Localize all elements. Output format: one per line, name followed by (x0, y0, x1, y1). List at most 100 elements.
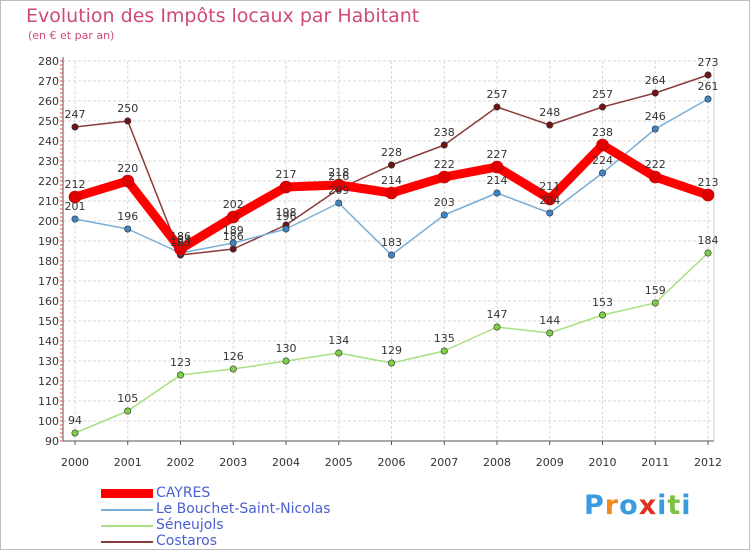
data-point (704, 95, 712, 103)
logo-letter: i (657, 490, 668, 521)
x-tick-label: 2003 (219, 456, 247, 469)
y-tick-label: 190 (38, 235, 59, 248)
data-point (648, 170, 662, 184)
data-point (71, 215, 79, 223)
y-tick-label: 260 (38, 95, 59, 108)
data-point (440, 347, 448, 355)
legend-swatch (101, 541, 153, 543)
data-label: 264 (645, 74, 666, 87)
data-point (598, 169, 606, 177)
x-tick-label: 2004 (272, 456, 300, 469)
legend-label: CAYRES (156, 485, 211, 501)
data-label: 159 (645, 284, 666, 297)
data-label: 204 (539, 194, 560, 207)
data-point (229, 245, 237, 253)
logo-letter: o (619, 490, 639, 521)
data-label: 211 (539, 180, 560, 193)
data-point (387, 359, 395, 367)
legend-item-seneujols[interactable]: Séneujols (101, 517, 381, 533)
data-point (226, 210, 240, 224)
y-tick-label: 90 (45, 435, 59, 448)
y-tick-label: 280 (38, 55, 59, 68)
x-tick-label: 2005 (325, 456, 353, 469)
data-label: 134 (328, 334, 349, 347)
data-label: 184 (170, 234, 191, 247)
y-tick-label: 170 (38, 275, 59, 288)
x-tick-label: 2000 (61, 456, 89, 469)
y-tick-label: 160 (38, 295, 59, 308)
data-point (546, 209, 554, 217)
data-label: 216 (328, 170, 349, 183)
data-point (651, 125, 659, 133)
logo-letter: i (681, 490, 692, 521)
y-tick-label: 220 (38, 175, 59, 188)
data-label: 123 (170, 356, 191, 369)
data-label: 196 (117, 210, 138, 223)
data-label: 247 (65, 108, 86, 121)
y-tick-label: 250 (38, 115, 59, 128)
data-label: 218 (328, 166, 349, 179)
x-tick-label: 2012 (694, 456, 722, 469)
data-point (229, 365, 237, 373)
data-label: 222 (645, 158, 666, 171)
y-tick-label: 230 (38, 155, 59, 168)
data-point (124, 225, 132, 233)
x-tick-label: 2009 (536, 456, 564, 469)
legend-label: Séneujols (156, 517, 224, 533)
legend-label: Le Bouchet-Saint-Nicolas (156, 501, 331, 517)
data-point (335, 199, 343, 207)
data-label: 144 (539, 314, 560, 327)
data-label: 238 (592, 126, 613, 139)
legend-item-costaros[interactable]: Costaros (101, 533, 381, 549)
data-label: 257 (487, 88, 508, 101)
y-tick-label: 150 (38, 315, 59, 328)
data-point (124, 407, 132, 415)
logo-letter: P (584, 490, 605, 521)
data-label: 257 (592, 88, 613, 101)
data-point (332, 178, 346, 192)
data-point (440, 211, 448, 219)
data-label: 183 (381, 236, 402, 249)
y-tick-label: 200 (38, 215, 59, 228)
data-label: 147 (487, 308, 508, 321)
data-point (177, 371, 185, 379)
data-point (387, 251, 395, 259)
legend: CAYRES Le Bouchet-Saint-Nicolas Séneujol… (101, 485, 381, 549)
data-label: 220 (117, 162, 138, 175)
data-label: 222 (434, 158, 455, 171)
data-point (335, 349, 343, 357)
data-point (437, 170, 451, 184)
x-tick-label: 2002 (167, 456, 195, 469)
data-label: 184 (698, 234, 719, 247)
proxiti-logo[interactable]: Proxiti (584, 490, 692, 521)
y-tick-label: 130 (38, 355, 59, 368)
legend-item-cayres[interactable]: CAYRES (101, 485, 381, 501)
y-tick-label: 180 (38, 255, 59, 268)
y-tick-label: 140 (38, 335, 59, 348)
data-point (546, 121, 554, 129)
data-point (596, 138, 609, 152)
x-tick-label: 2011 (641, 456, 669, 469)
data-point (121, 174, 135, 188)
legend-item-le-bouchet[interactable]: Le Bouchet-Saint-Nicolas (101, 501, 381, 517)
data-point (124, 117, 132, 125)
chart-title: Evolution des Impôts locaux par Habitant (26, 5, 420, 27)
data-point (282, 225, 290, 233)
data-label: 126 (223, 350, 244, 363)
y-tick-label: 120 (38, 375, 59, 388)
data-label: 196 (276, 210, 297, 223)
data-label: 246 (645, 110, 666, 123)
data-point (651, 299, 659, 307)
data-label: 186 (223, 230, 244, 243)
data-point (229, 239, 237, 247)
legend-swatch (101, 525, 153, 527)
data-label: 202 (223, 198, 244, 211)
legend-label: Costaros (156, 533, 218, 549)
data-label: 129 (381, 344, 402, 357)
x-tick-label: 2007 (430, 456, 458, 469)
data-label: 273 (698, 56, 719, 69)
data-point (174, 242, 187, 256)
chart-subtitle: (en € et par an) (28, 29, 115, 42)
data-point (71, 429, 79, 437)
data-point (546, 329, 554, 337)
